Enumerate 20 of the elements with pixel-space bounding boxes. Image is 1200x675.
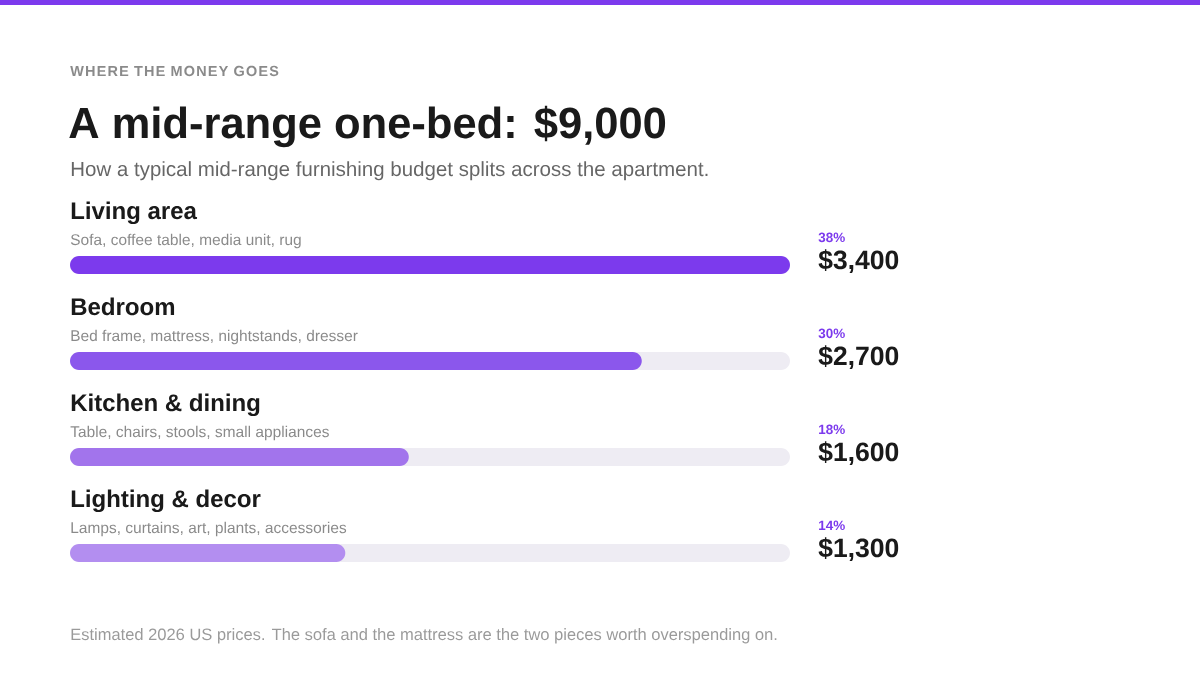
text: WHERE THE MONEY GOES <box>70 65 279 77</box>
y-tick-label: Bedroom <box>71 297 175 316</box>
data-label: $1,600 <box>818 441 899 466</box>
data-label: $1,300 <box>818 537 899 562</box>
text: 14% <box>819 520 845 531</box>
text: 38% <box>818 232 845 243</box>
annotation: Sofa, coffee table, media unit, rug <box>70 233 301 249</box>
y-tick-label: Kitchen & dining <box>71 393 260 417</box>
data-label: $3,400 <box>818 249 899 274</box>
y-tick-label: Lighting & decor <box>71 489 261 513</box>
chart-subtitle: How a typical mid-range furnishing budget splits across the apartment. <box>71 161 708 181</box>
data-label: $2,700 <box>818 345 899 370</box>
text: Estimated 2026 US prices. The sofa and the mattress are the two pieces worth overspending on. <box>71 628 777 644</box>
annotation: Bed frame, mattress, nightstands, dresser <box>71 329 358 345</box>
annotation: Table, chairs, stools, small appliances <box>70 425 329 441</box>
y-tick-label: Living area <box>71 201 198 225</box>
text: 18% <box>819 424 845 435</box>
text: 30% <box>818 328 845 339</box>
chart-title: A mid-range one-bed: $9,000 <box>69 105 666 148</box>
annotation: Lamps, curtains, art, plants, accessories <box>71 521 347 537</box>
